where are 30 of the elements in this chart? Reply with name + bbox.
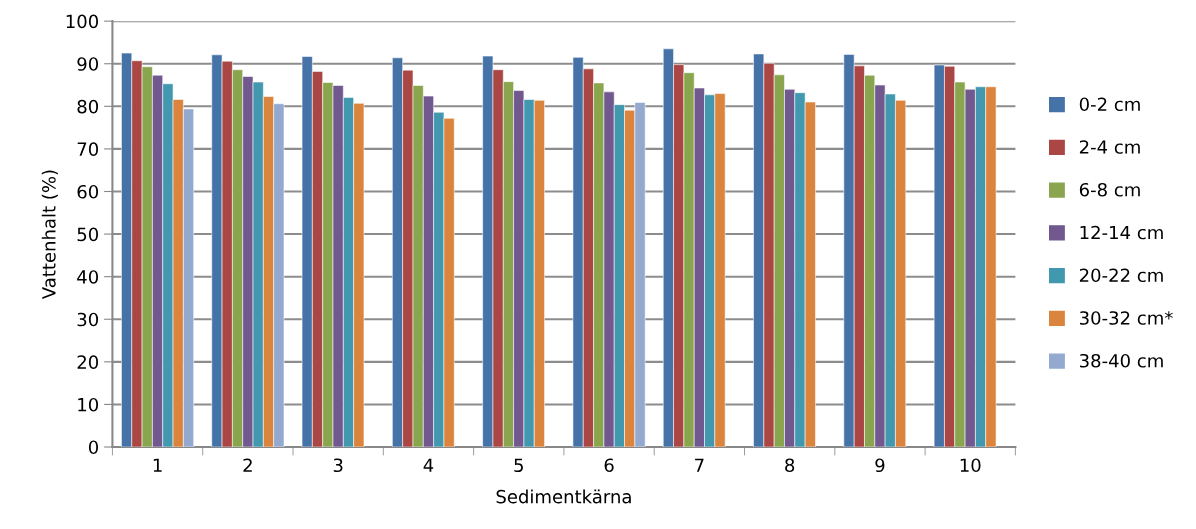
y-tick-label: 50 — [77, 227, 99, 242]
legend-label: 6-8 cm — [1079, 182, 1140, 197]
x-tick-label: 6 — [604, 458, 614, 473]
legend-label: 20-22 cm — [1079, 268, 1163, 283]
y-tick-label: 30 — [77, 312, 99, 327]
legend-label: 38-40 cm — [1079, 353, 1163, 368]
y-tick-label: 20 — [77, 355, 99, 369]
y-tick-label: 60 — [77, 184, 99, 199]
x-tick-label: 1 — [153, 458, 162, 472]
x-tick-label: 2 — [243, 458, 252, 472]
x-tick-label: 7 — [695, 458, 704, 472]
x-tick-label: 8 — [785, 458, 795, 473]
x-axis-title: Sedimentkärna — [496, 489, 631, 504]
y-tick-label: 100 — [66, 14, 99, 29]
y-tick-label: 80 — [77, 99, 99, 114]
y-tick-label: 90 — [77, 57, 99, 71]
y-tick-label: 0 — [88, 440, 99, 455]
legend-label: 12-14 cm — [1080, 225, 1163, 240]
legend-label: 2-4 cm — [1079, 140, 1140, 154]
x-tick-label: 4 — [423, 458, 434, 472]
y-tick-label: 70 — [77, 142, 99, 157]
x-tick-label: 5 — [514, 458, 523, 473]
y-axis-title: Vattenhalt (%) — [41, 170, 58, 300]
legend-label: 0-2 cm — [1079, 97, 1140, 112]
y-tick-label: 40 — [77, 270, 99, 284]
x-tick-label: 9 — [875, 458, 885, 473]
legend-label: 30-32 cm* — [1079, 311, 1173, 325]
x-tick-label: 10 — [960, 458, 981, 473]
x-tick-label: 3 — [333, 458, 343, 473]
y-tick-label: 10 — [78, 397, 99, 412]
